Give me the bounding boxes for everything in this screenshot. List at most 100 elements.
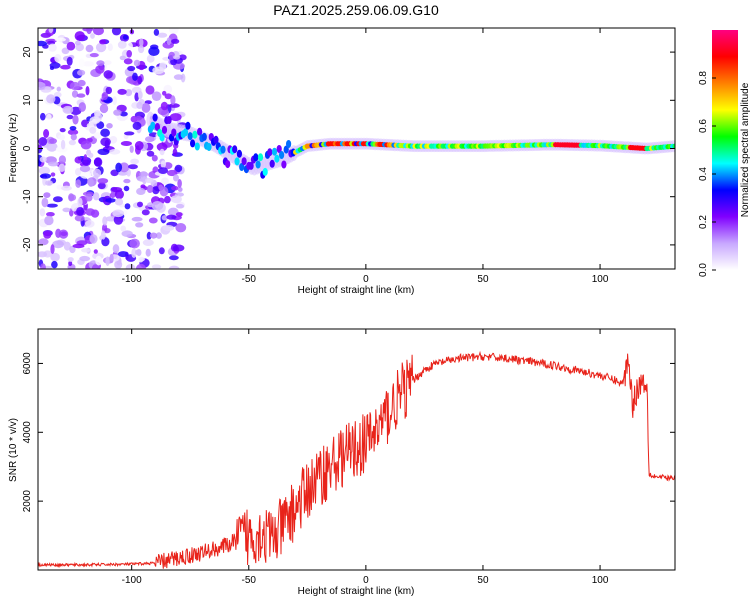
spectrogram-cell	[234, 157, 240, 166]
spectrogram-cell	[107, 43, 113, 51]
spectrogram-cell	[152, 113, 158, 122]
spectrogram-cell	[78, 58, 85, 68]
spectrogram-cell	[124, 203, 131, 210]
spectrogram-cell	[103, 70, 113, 79]
spectrogram-cell	[166, 37, 172, 46]
spectrogram-cell	[175, 212, 183, 217]
x-tick-label: 50	[477, 274, 489, 285]
spectrogram-cell	[75, 179, 82, 188]
spectrogram-cell	[61, 185, 72, 191]
spectrogram-cell	[276, 145, 282, 153]
spectrogram-cell	[97, 148, 110, 155]
snr-x-ticks: -100 -50 0 50 100	[122, 329, 609, 586]
y-tick-label: 4000	[22, 421, 33, 444]
spectrogram-cell	[79, 165, 91, 173]
spectrogram-cell	[236, 149, 242, 158]
spectrogram-cell	[120, 225, 127, 232]
spectrogram-cell	[182, 128, 189, 137]
spectrogram-cell	[159, 133, 165, 142]
spectrogram-cell	[194, 142, 200, 151]
snr-frame	[37, 328, 676, 571]
colorbar-ticks: 0.0 0.2 0.4 0.6 0.8	[698, 71, 716, 277]
spectrogram-cell	[52, 240, 64, 249]
spectrogram-cell	[201, 132, 207, 141]
spectrogram-cell	[50, 172, 56, 177]
spectrogram-cell	[134, 92, 139, 102]
spectrogram-cell	[53, 91, 62, 98]
spectrogram-cell	[74, 215, 85, 222]
spectrogram-cell	[129, 145, 134, 153]
spectrogram-cell	[274, 154, 280, 163]
spectrogram-cell	[135, 115, 142, 121]
spectrogram-cell	[58, 134, 66, 140]
spectrogram-cell	[95, 65, 105, 74]
spectrogram-cell	[119, 55, 126, 61]
spectrogram-cell	[39, 208, 46, 217]
spectrogram-cell	[85, 86, 90, 96]
spectrogram-cell	[79, 170, 91, 179]
spectrogram-cell	[93, 192, 100, 201]
spectrogram-cell	[54, 37, 66, 42]
spectrogram-cell	[79, 255, 91, 262]
spectrogram-cell	[113, 214, 124, 225]
spectrogram-cell	[187, 132, 193, 141]
spectrogram-cell	[149, 232, 158, 239]
spectrogram-cell	[154, 123, 160, 131]
spectrogram-cell	[157, 32, 168, 38]
snr-y-ticks: 2000 4000 6000	[22, 352, 675, 512]
y-tick-label: 6000	[22, 352, 33, 375]
spectrogram-cell	[68, 193, 75, 202]
spectrogram-cell	[159, 186, 169, 197]
spectrogram-cell	[125, 89, 133, 97]
spectrogram-cell	[168, 265, 180, 269]
spectrogram-cell	[239, 163, 245, 171]
spectrogram-cell	[62, 207, 71, 213]
spectrogram-x-label: Height of straight line (km)	[298, 285, 415, 296]
spectrogram-cell	[43, 129, 50, 138]
spectrogram-cell	[123, 58, 133, 65]
spectrogram-cell	[135, 222, 144, 228]
spectrogram-cell	[148, 217, 158, 224]
spectrogram-cell	[41, 197, 49, 208]
spectrogram-cell	[161, 125, 168, 134]
spectrogram-cell	[97, 182, 106, 190]
spectrogram-cell	[48, 28, 54, 33]
spectrogram-cell	[151, 154, 158, 162]
spectrogram-cell	[111, 28, 122, 36]
spectrogram-cell	[38, 166, 51, 175]
spectrogram-cell	[124, 131, 135, 136]
figure-title: PAZ1.2025.259.06.09.G10	[273, 2, 439, 18]
spectrogram-cell	[97, 178, 109, 184]
spectrogram-cell	[72, 114, 79, 125]
colorbar: 0.0 0.2 0.4 0.6 0.8 Normalized spectral ampl…	[698, 30, 750, 277]
spectrogram-cell	[269, 159, 275, 168]
spectrogram-cell	[67, 257, 74, 262]
spectrogram-cell	[47, 161, 59, 167]
spectrogram-cell	[153, 28, 160, 36]
spectrogram-cell	[213, 135, 219, 144]
spectrogram-cell	[138, 257, 145, 262]
snr-plot-area	[38, 329, 675, 570]
spectrogram-cell	[172, 244, 185, 252]
spectrogram-cell	[271, 147, 278, 156]
spectrogram-cell	[151, 201, 164, 211]
spectrogram-cell	[50, 252, 60, 262]
spectrogram-cell	[109, 253, 114, 264]
y-tick-label: 2000	[22, 490, 33, 513]
spectrogram-cell	[117, 251, 129, 258]
spectrogram-cell	[51, 260, 58, 269]
spectrogram-cell	[136, 263, 146, 269]
spectrogram-cell	[101, 92, 109, 100]
spectrogram-cell	[46, 94, 56, 104]
spectrogram-cell	[60, 139, 66, 150]
colorbar-tick-label: 0.8	[698, 71, 709, 85]
spectrogram-cell	[93, 28, 104, 36]
spectrogram-cell	[105, 256, 110, 267]
spectrogram-cell	[55, 228, 62, 238]
spectrogram-cell	[82, 159, 91, 166]
spectrogram-cell	[166, 214, 177, 220]
spectrogram-cell	[76, 207, 85, 216]
spectrogram-cell	[100, 137, 111, 147]
